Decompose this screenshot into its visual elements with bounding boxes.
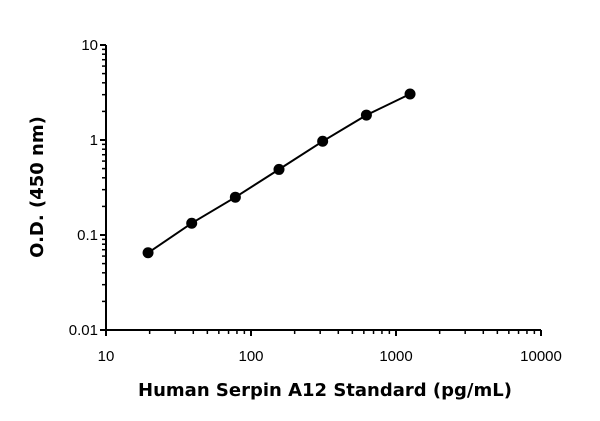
data-point: [186, 217, 198, 229]
x-axis-title: Human Serpin A12 Standard (pg/mL): [138, 380, 512, 401]
x-tick-labels: 10 100 1000 10000: [98, 348, 562, 365]
y-tick-labels: 0.01 0.1 1 10: [69, 37, 98, 339]
x-axis: [105, 329, 542, 336]
data-point: [142, 247, 154, 259]
x-tick-label: 10000: [520, 348, 562, 365]
y-tick-label: 0.01: [69, 322, 98, 339]
data-point: [360, 109, 372, 121]
x-tick-label: 10: [98, 348, 115, 365]
y-axis: [100, 44, 107, 331]
x-tick-label: 1000: [379, 348, 412, 365]
y-tick-label: 0.1: [77, 227, 98, 244]
series: [142, 88, 416, 259]
y-tick-label: 10: [81, 37, 98, 54]
y-tick-label: 1: [90, 132, 98, 149]
data-point: [229, 191, 241, 203]
x-tick-label: 100: [238, 348, 263, 365]
y-axis-title: O.D. (450 nm): [27, 116, 48, 258]
data-point: [404, 88, 416, 100]
data-point: [273, 163, 285, 175]
data-point: [317, 135, 329, 147]
